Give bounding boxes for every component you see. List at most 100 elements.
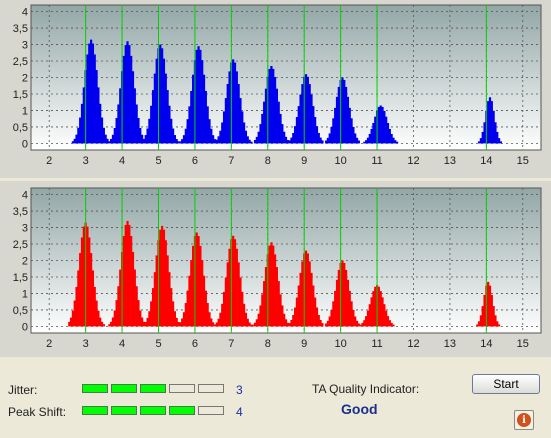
data-bar [363,320,366,327]
x-tick-label: 3 [83,155,89,167]
data-bar [181,139,184,144]
data-bar [192,245,195,327]
data-bar [308,261,311,327]
data-bar [496,321,499,327]
data-bar [106,138,109,144]
data-bar [286,322,289,327]
data-bar [273,77,277,144]
data-bar [352,126,355,144]
data-bar [239,277,242,327]
data-bar [279,113,282,144]
data-bar [153,272,156,327]
data-bar [317,314,320,327]
data-bar [100,321,104,327]
ta-quality-label: TA Quality Indicator: [312,382,420,396]
data-bar [212,135,215,144]
x-tick-label: 5 [155,155,161,167]
data-bar [365,316,368,327]
data-bar [162,229,166,327]
data-bar [155,255,158,327]
data-bar [215,139,218,144]
data-bar [330,309,333,327]
data-bar [159,44,162,144]
data-bar [79,117,82,144]
data-bar [286,140,289,144]
data-bar [308,84,311,144]
data-bar [111,317,115,327]
data-bar [221,303,224,327]
data-bar [206,302,209,327]
data-bar [363,141,366,144]
data-bar [246,318,249,327]
data-bar [366,137,370,144]
data-bar [272,68,275,144]
data-bar [390,322,393,327]
data-bar [88,43,91,144]
data-bar [182,135,186,144]
data-bar [299,94,302,144]
data-bar [150,301,153,327]
y-tick-label: 2,5 [13,239,28,251]
data-bar [343,262,346,327]
data-bar [277,101,280,144]
data-bar [137,117,140,144]
data-bar [73,300,76,327]
data-bar [195,232,198,327]
data-bar [299,272,302,327]
info-button[interactable]: i [514,410,534,430]
x-tick-label: 6 [192,338,198,350]
data-bar [306,253,309,327]
data-bar [324,323,328,327]
data-bar [170,118,173,144]
data-bar [130,55,133,144]
data-bar [334,290,337,327]
y-tick-label: 2,5 [13,56,28,68]
data-bar [312,285,315,327]
data-bar [248,139,251,144]
data-bar [139,310,142,327]
data-bar [359,324,362,327]
data-bar [253,322,257,327]
data-bar [135,286,138,327]
data-bar [388,320,391,327]
data-bar [188,106,191,144]
data-bar [130,236,133,327]
data-bar [499,141,503,144]
data-bar [354,133,357,144]
data-bar [222,291,226,327]
data-bar [361,322,364,327]
x-tick-label: 7 [228,338,234,350]
meter-segment [140,384,166,393]
meter-segment [82,384,108,393]
x-tick-label: 15 [517,155,529,167]
start-button[interactable]: Start [472,374,540,394]
data-bar [306,76,309,144]
data-bar [292,132,295,144]
data-bar [164,240,167,327]
data-bar [184,302,187,327]
data-bar [199,49,202,144]
data-bar [250,141,253,144]
data-bar [374,286,377,327]
data-bar [206,106,209,144]
data-bar [365,140,368,144]
data-bar [321,323,324,327]
data-bar [219,130,222,144]
data-bar [190,260,193,327]
x-tick-label: 14 [480,155,492,167]
data-bar [226,84,229,144]
data-bar [235,248,238,327]
data-bar [164,73,167,144]
data-bar [370,297,373,327]
bottom-bar-chart: 0 0,5 1 1,5 2 2,5 3 3,5 4 2 3 4 5 6 7 8 9 10 11 12 13 14 15 [13,187,542,350]
x-tick-label: 13 [444,155,456,167]
data-bar [110,138,113,144]
data-bar [396,141,399,144]
data-bar [263,281,266,327]
data-bar [161,225,164,327]
data-bar [354,316,357,327]
data-bar [142,138,146,144]
data-bar [108,141,111,144]
y-tick-label: 1,5 [13,89,28,101]
meter-segment [111,384,137,393]
